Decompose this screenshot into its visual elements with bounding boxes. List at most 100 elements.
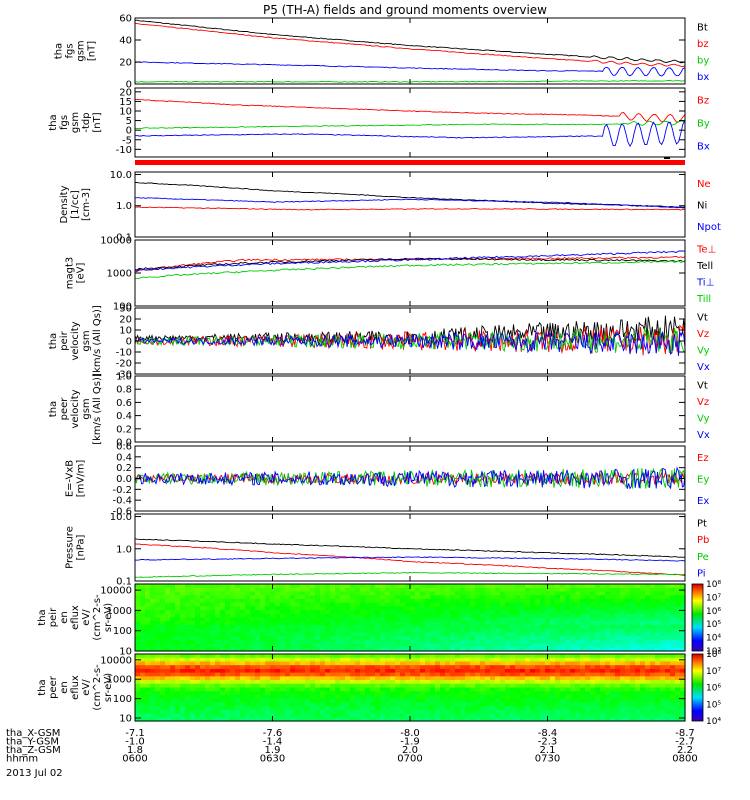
legend-Bx: Bx [697, 142, 710, 153]
ylabel-line: sr-eV) [103, 673, 114, 702]
axis-row-value: -2.7 [675, 737, 695, 748]
axis-row-label: hhmm [6, 754, 38, 765]
panel-pressure: Pt Pb Pe Pi 0.1 1.0 10.0 Pressure [nPa] [65, 512, 710, 587]
ylabel-line: gsm [81, 398, 92, 419]
legend-by: by [697, 55, 709, 66]
ytick-label: 15 [119, 97, 132, 108]
series-Te⊥ [134, 256, 686, 273]
axis-row-value: 2.2 [677, 745, 693, 756]
ylabel-line: Density [59, 185, 70, 223]
ytick-label: 10000 [100, 586, 132, 597]
series-Pe [134, 571, 686, 578]
ylabel-line: [mV/m] [76, 460, 87, 498]
legend-Tell: Tell [696, 261, 713, 272]
ylabel-line: peer [48, 675, 59, 699]
ytick-label: 100 [113, 302, 132, 313]
ytick-label: 100 [113, 626, 132, 637]
time-axis: tha_X-GSM -7.1 -7.6 -8.0 -8.4 -8.7 tha_Y-GSM -1… [6, 728, 698, 779]
ylabel-line: tha [48, 401, 59, 417]
colorbar-peer-spec [691, 653, 704, 722]
ytick-label: 20 [119, 87, 132, 98]
ytick-label: 10 [119, 326, 132, 337]
ylabel-line: [nPa] [76, 534, 87, 560]
ytick-label: 0.2 [116, 424, 132, 435]
legend-Vy: Vy [697, 345, 710, 356]
axis-row-value: 0800 [672, 754, 697, 765]
ytick-label: 40 [119, 36, 132, 47]
axis-row-value: 0600 [122, 754, 147, 765]
frame-temperature [134, 239, 686, 307]
colorbar-peir-spec [691, 583, 704, 652]
ytick-label: 1000 [107, 606, 132, 617]
axis-row-label: tha_X-GSM [6, 728, 60, 739]
series-Vy [134, 327, 686, 354]
colorbar-label: 10⁶ [706, 607, 721, 617]
axis-row-value: 2.1 [540, 745, 556, 756]
frame-peer-velocity [134, 375, 686, 443]
status-mark [664, 157, 670, 159]
ytick-label: 10.0 [110, 170, 132, 181]
ytick-label: 10.0 [110, 512, 132, 523]
series-bx [134, 61, 686, 77]
ytick-label: 5 [126, 116, 132, 127]
ylabel-line: (cm^2-s- [92, 594, 103, 641]
ytick-label: -5 [122, 135, 132, 146]
series-Tell [134, 257, 686, 271]
legend-Vx: Vx [697, 362, 710, 373]
ylabel-line: tha [54, 43, 65, 59]
ylabel-line: en [59, 611, 70, 624]
ytick-label: 1.0 [116, 372, 132, 383]
ytick-label: 30 [119, 304, 132, 315]
axis-row-value: 0630 [260, 754, 285, 765]
ytick-label: 0 [126, 337, 132, 348]
ytick-label: 10000 [100, 236, 132, 247]
legend-Till: Till [696, 294, 711, 305]
series-Ti⊥ [134, 250, 686, 272]
panel-peer-velocity: Vt Vz Vy Vx 0.0 0.2 0.4 0.6 0.8 1.0 tha peer velocit… [48, 372, 710, 449]
ytick-label: 0.1 [116, 233, 132, 244]
ylabel-line: [km/s (All Qs)] [92, 373, 103, 445]
ylabel-line: tha [48, 333, 59, 349]
ylabel-line: E=-VxB [65, 460, 76, 497]
ylabel-line: gsm [76, 40, 87, 61]
ytick-label: 60 [119, 14, 132, 25]
colorbar-label: 10⁵ [706, 620, 721, 630]
colorbar-label: 10⁵ [706, 700, 721, 710]
ylabel-line: gsm [70, 112, 81, 133]
ytick-label: -0.4 [112, 496, 132, 507]
series-Ex [134, 466, 686, 490]
panel-efield: Ez Ey Ex -0.6-0.4-0.20.00.20.40.6 E=-VxB [mV/… [65, 442, 710, 518]
axis-row-value: -7.1 [125, 728, 145, 739]
status-bar [135, 160, 685, 165]
ytick-label: -0.2 [112, 485, 132, 496]
legend-Bz: Bz [697, 96, 709, 107]
series-bz [134, 22, 686, 68]
ytick-label: 10 [119, 107, 132, 118]
panel-fgs-gsm: Bt bz by bx 0 20 40 60 tha fgs gsm [nT] [54, 14, 710, 91]
series-Npot [134, 197, 686, 209]
legend-Vz: Vz [697, 329, 709, 340]
ytick-label: 0.1 [116, 577, 132, 588]
ylabel-line: Pressure [65, 526, 76, 569]
ytick-label: 0.4 [116, 411, 132, 422]
ylabel-line: -tdp [81, 112, 92, 132]
panel-density: Ne Ni Npot 0.1 1.0 10.0 Density [1/cc] [cm-3] [59, 170, 721, 244]
legend-bx: bx [697, 72, 709, 83]
legend-Ex: Ex [697, 496, 709, 507]
ytick-label: 0.0 [116, 438, 132, 449]
legend-Ey: Ey [697, 475, 709, 486]
ytick-label: 1000 [107, 675, 132, 686]
ytick-label: 0.6 [116, 398, 132, 409]
ytick-label: 10 [119, 713, 132, 724]
legend-Bt: Bt [697, 22, 708, 33]
ytick-label: 1.0 [116, 201, 132, 212]
legend-Vt: Vt [697, 312, 708, 323]
frame-fgs-gsm [134, 17, 686, 85]
legend-Vx: Vx [697, 430, 710, 441]
axis-date: 2013 Jul 02 [6, 768, 63, 779]
ylabel-line: fgs [59, 115, 70, 130]
series-Ne [134, 206, 686, 211]
